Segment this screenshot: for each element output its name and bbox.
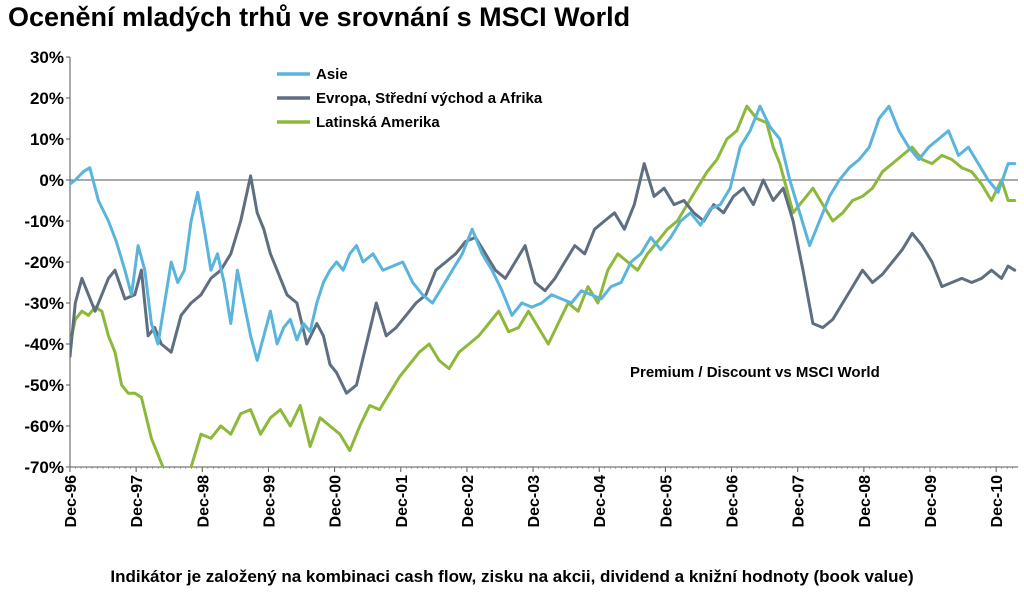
y-tick-label: -20% (24, 253, 64, 272)
series-line-0 (70, 104, 1017, 362)
x-tick-label: Dec-04 (592, 475, 609, 528)
y-tick-label: -60% (24, 417, 64, 436)
y-tick-label: 20% (30, 89, 64, 108)
x-tick-label: Dec-02 (460, 475, 477, 528)
chart-annotation: Premium / Discount vs MSCI World (630, 364, 880, 381)
y-tick-label: 30% (30, 48, 64, 67)
y-tick-label: -40% (24, 335, 64, 354)
legend-label: Evropa, Střední východ a Afrika (316, 90, 543, 107)
x-tick-label: Dec-05 (658, 475, 675, 528)
y-tick-label: -30% (24, 294, 64, 313)
x-tick-label: Dec-03 (526, 475, 543, 528)
legend-label: Latinská Amerika (316, 114, 440, 131)
chart-legend: Asie Evropa, Střední východ a Afrika Latin… (277, 66, 543, 131)
chart-axes: 30%20%10%0%-10%-20%-30%-40%-50%-60%-70%D… (24, 48, 1018, 527)
chart-title: Ocenění mladých trhů ve srovnání s MSCI … (8, 2, 631, 32)
x-tick-label: Dec-07 (791, 475, 808, 528)
y-tick-label: -50% (24, 376, 64, 395)
chart-footnote: Indikátor je založený na kombinaci cash … (110, 567, 914, 586)
y-tick-label: 10% (30, 130, 64, 149)
x-tick-label: Dec-09 (923, 475, 940, 528)
x-tick-label: Dec-00 (328, 475, 345, 528)
y-tick-label: -70% (24, 458, 64, 477)
x-tick-label: Dec-08 (857, 475, 874, 528)
x-tick-label: Dec-99 (261, 475, 278, 528)
y-tick-label: -10% (24, 212, 64, 231)
y-tick-label: 0% (39, 171, 64, 190)
chart-series-group (70, 104, 1017, 467)
x-tick-label: Dec-10 (989, 475, 1006, 528)
series-line-1 (70, 162, 1017, 395)
series-line-2 (70, 104, 1017, 467)
x-tick-label: Dec-96 (63, 475, 80, 528)
x-tick-label: Dec-98 (195, 475, 212, 528)
x-tick-label: Dec-06 (725, 475, 742, 528)
legend-label: Asie (316, 66, 348, 83)
x-tick-label: Dec-01 (394, 475, 411, 528)
x-tick-label: Dec-97 (129, 475, 146, 528)
